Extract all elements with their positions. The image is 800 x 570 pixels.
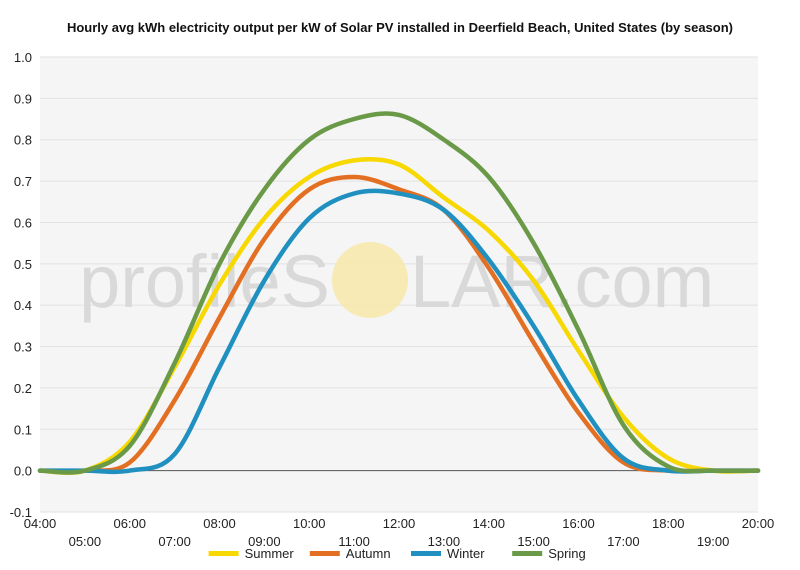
x-tick-label: 14:00 — [472, 516, 505, 531]
legend-label: Autumn — [346, 546, 391, 561]
legend-label: Winter — [447, 546, 485, 561]
watermark-text-right: LAR.com — [410, 240, 714, 323]
legend-item-winter[interactable]: Winter — [411, 546, 485, 561]
legend-swatch — [309, 551, 340, 556]
legend-item-autumn[interactable]: Autumn — [309, 546, 391, 561]
x-tick-label: 07:00 — [158, 534, 191, 549]
series-line-spring — [37, 111, 761, 475]
y-tick-label: 0.9 — [14, 91, 32, 106]
legend-swatch — [512, 551, 543, 556]
y-tick-label: 0.1 — [14, 422, 32, 437]
x-tick-label: 12:00 — [383, 516, 416, 531]
x-tick-label: 15:00 — [517, 534, 550, 549]
x-tick-label: 04:00 — [24, 516, 57, 531]
legend-label: Spring — [548, 546, 586, 561]
x-tick-label: 05:00 — [69, 534, 102, 549]
y-tick-label: 0.5 — [14, 257, 32, 272]
y-tick-label: 0.2 — [14, 381, 32, 396]
x-tick-label: 16:00 — [562, 516, 595, 531]
y-tick-label: 0.7 — [14, 174, 32, 189]
legend-item-summer[interactable]: Summer — [208, 546, 295, 561]
x-tick-label: 10:00 — [293, 516, 326, 531]
x-tick-label: 09:00 — [248, 534, 281, 549]
y-tick-label: 0.8 — [14, 133, 32, 148]
y-tick-label: 0.3 — [14, 340, 32, 355]
watermark-sun — [332, 242, 408, 318]
y-tick-label: -0.1 — [10, 505, 32, 520]
x-tick-label: 08:00 — [203, 516, 236, 531]
x-tick-label: 11:00 — [338, 534, 370, 549]
legend-swatch — [208, 551, 239, 556]
x-tick-label: 19:00 — [697, 534, 730, 549]
series-line-autumn — [37, 174, 761, 474]
legend-label: Summer — [245, 546, 295, 561]
y-tick-label: 0.4 — [14, 298, 32, 313]
x-tick-label: 18:00 — [652, 516, 685, 531]
x-tick-label: 17:00 — [607, 534, 640, 549]
y-tick-label: 1.0 — [14, 50, 32, 65]
legend-item-spring[interactable]: Spring — [512, 546, 586, 561]
y-tick-label: 0.6 — [14, 215, 32, 230]
chart-title: Hourly avg kWh electricity output per kW… — [66, 20, 734, 35]
x-tick-label: 13:00 — [428, 534, 461, 549]
series-line-winter — [37, 188, 761, 475]
x-tick-label: 06:00 — [113, 516, 146, 531]
legend-swatch — [411, 551, 441, 556]
x-tick-label: 20:00 — [742, 516, 775, 531]
y-tick-label: 0.0 — [14, 464, 32, 479]
